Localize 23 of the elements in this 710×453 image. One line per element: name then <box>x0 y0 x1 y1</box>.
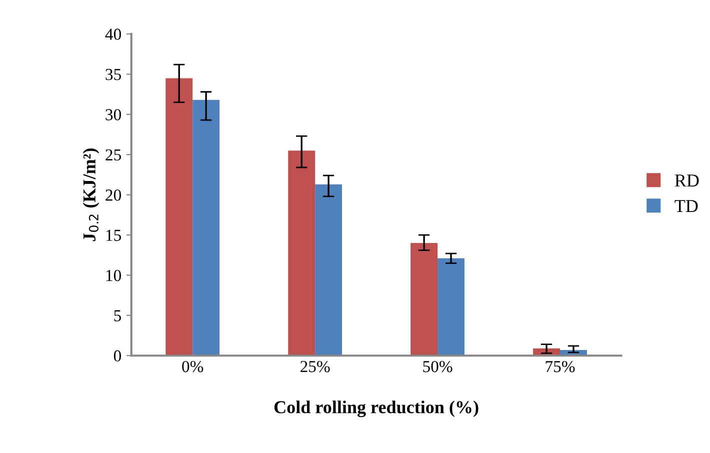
x-tick-label: 75% <box>546 360 575 372</box>
y-tick-label: 35 <box>106 68 121 80</box>
legend-label: TD <box>674 200 698 212</box>
bar <box>438 258 464 356</box>
y-tick-label: 0 <box>114 350 121 362</box>
y-tick-label: 15 <box>106 230 121 241</box>
bar <box>315 184 342 356</box>
x-tick-label: 0% <box>182 360 204 372</box>
bar <box>288 150 316 356</box>
y-tick-label: 40 <box>105 28 121 40</box>
x-axis-title: Cold rolling reduction (%) <box>274 400 478 418</box>
y-tick-label: 5 <box>114 310 121 322</box>
y-tick-label: 25 <box>106 149 121 161</box>
y-tick-label: 30 <box>106 109 121 120</box>
legend-label: RD <box>674 174 699 186</box>
y-axis-title: J$_{0.2}$ (KJ/m²) <box>82 148 100 242</box>
bar <box>192 100 220 356</box>
bar <box>166 78 193 356</box>
y-tick-label: 10 <box>106 270 121 282</box>
x-tick-label: 25% <box>300 360 330 372</box>
x-tick-label: 50% <box>423 360 452 372</box>
y-tick-label: 20 <box>106 189 121 201</box>
bar <box>410 243 438 356</box>
